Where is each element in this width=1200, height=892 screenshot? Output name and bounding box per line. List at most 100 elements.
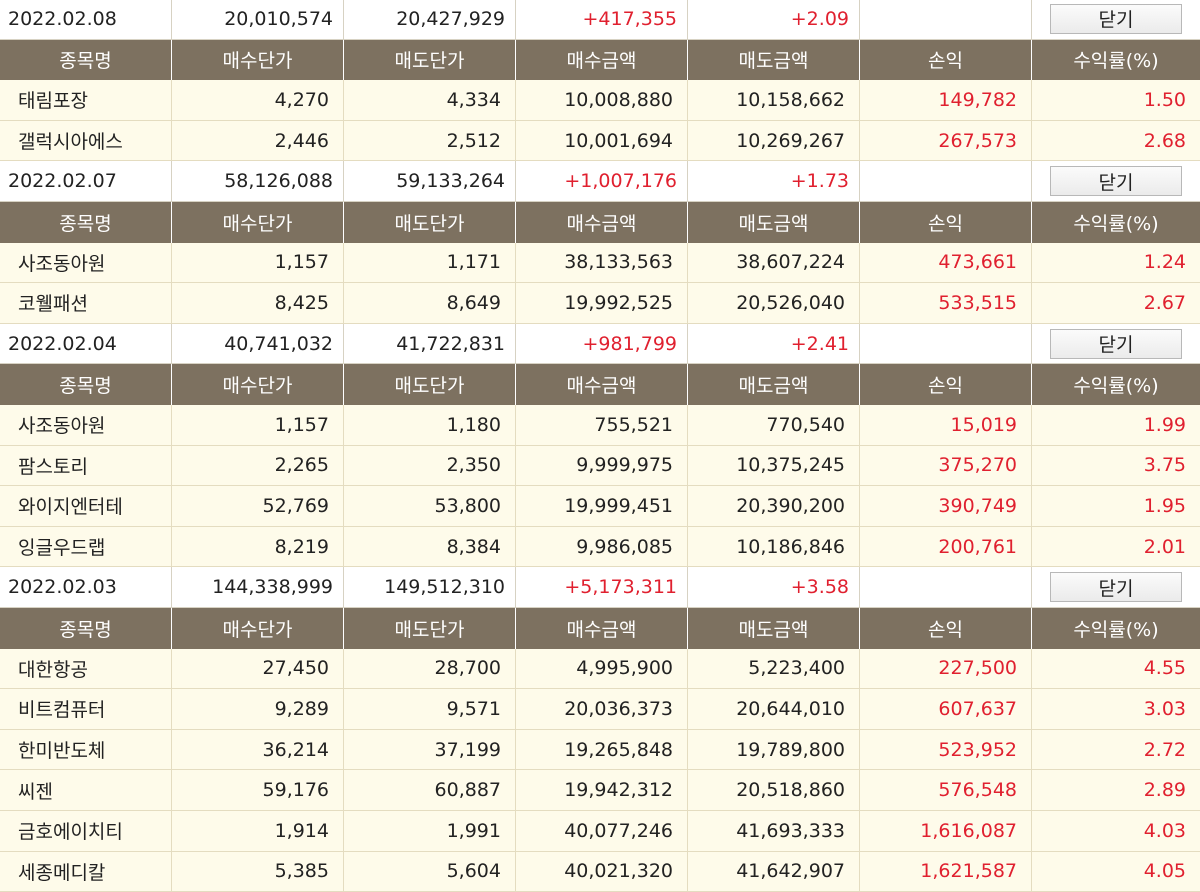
summary-sell-total: 20,427,929 xyxy=(344,0,516,39)
summary-date: 2022.02.04 xyxy=(0,323,172,364)
header-stock-name: 종목명 xyxy=(0,39,172,81)
return-rate: 3.03 xyxy=(1143,697,1186,720)
buy-price: 1,914 xyxy=(172,811,344,851)
header-sell-amount: 매도금액 xyxy=(688,202,860,243)
buy-price: 4,270 xyxy=(172,80,344,120)
stock-name[interactable]: 팜스토리 xyxy=(0,445,172,486)
buy-price: 52,769 xyxy=(172,486,344,526)
buy-amount: 10,008,880 xyxy=(516,80,688,120)
summary-profit: +981,799 xyxy=(516,323,688,364)
sell-amount: 41,693,333 xyxy=(688,811,860,851)
date-summary-row: 2022.02.07 58,126,088 59,133,264 +1,007,176… xyxy=(0,161,1200,202)
buy-amount: 20,036,373 xyxy=(516,689,688,729)
profit: 533,515 xyxy=(860,283,1032,323)
table-row: 세종메디칼 5,385 5,604 40,021,320 41,642,907 1,621… xyxy=(0,851,1200,892)
sell-price: 37,199 xyxy=(344,729,516,770)
header-buy-amount: 매수금액 xyxy=(516,364,688,405)
stock-name[interactable]: 금호에이치티 xyxy=(0,811,172,851)
header-buy-amount: 매수금액 xyxy=(516,608,688,649)
buy-amount: 755,521 xyxy=(516,405,688,445)
sell-amount: 20,518,860 xyxy=(688,770,860,810)
profit: 375,270 xyxy=(860,445,1032,486)
close-button[interactable]: 닫기 xyxy=(1050,3,1182,34)
close-button[interactable]: 닫기 xyxy=(1050,166,1182,197)
table-row: 금호에이치티 1,914 1,991 40,077,246 41,693,333 1,61… xyxy=(0,811,1200,852)
buy-price: 8,425 xyxy=(172,283,344,323)
profit: 607,637 xyxy=(860,689,1032,729)
table-row: 대한항공 27,450 28,700 4,995,900 5,223,400 227,50… xyxy=(0,648,1200,690)
header-buy-price: 매수단가 xyxy=(172,39,344,81)
table-row: 비트컴퓨터 9,289 9,571 20,036,373 20,644,010 607,6… xyxy=(0,689,1200,730)
header-profit: 손익 xyxy=(860,364,1032,405)
profit: 200,761 xyxy=(860,526,1032,567)
sell-price: 9,571 xyxy=(344,689,516,729)
header-stock-name: 종목명 xyxy=(0,608,172,649)
summary-sell-total: 59,133,264 xyxy=(344,161,516,201)
sell-price: 4,334 xyxy=(344,80,516,120)
summary-rate: +2.41 xyxy=(688,323,860,364)
summary-rate: +1.73 xyxy=(688,161,860,201)
return-rate: 1.99 xyxy=(1143,413,1186,436)
buy-amount: 19,942,312 xyxy=(516,770,688,810)
stock-name[interactable]: 세종메디칼 xyxy=(0,851,172,892)
buy-price: 1,157 xyxy=(172,242,344,283)
return-rate: 2.67 xyxy=(1143,291,1186,314)
summary-empty-cell xyxy=(860,323,1032,364)
sell-price: 8,649 xyxy=(344,283,516,323)
sell-price: 1,171 xyxy=(344,242,516,283)
sell-amount: 38,607,224 xyxy=(688,242,860,283)
close-button[interactable]: 닫기 xyxy=(1050,328,1182,359)
return-rate: 4.03 xyxy=(1143,819,1186,842)
summary-rate: +2.09 xyxy=(688,0,860,39)
return-rate: 1.50 xyxy=(1143,88,1186,111)
stock-name[interactable]: 한미반도체 xyxy=(0,729,172,770)
summary-button-cell: 닫기 xyxy=(1032,324,1200,364)
header-sell-price: 매도단가 xyxy=(344,608,516,649)
profit: 473,661 xyxy=(860,242,1032,283)
summary-profit: +5,173,311 xyxy=(516,567,688,607)
table-row: 코웰패션 8,425 8,649 19,992,525 20,526,040 533,51… xyxy=(0,283,1200,324)
sell-price: 5,604 xyxy=(344,851,516,892)
sell-amount: 20,390,200 xyxy=(688,486,860,526)
profit: 1,621,587 xyxy=(860,851,1032,892)
stock-name[interactable]: 잉글우드랩 xyxy=(0,526,172,567)
header-sell-price: 매도단가 xyxy=(344,202,516,243)
stock-name[interactable]: 코웰패션 xyxy=(0,283,172,323)
stock-name[interactable]: 사조동아원 xyxy=(0,405,172,445)
sell-price: 2,512 xyxy=(344,120,516,161)
sell-price: 1,180 xyxy=(344,405,516,445)
table-row: 사조동아원 1,157 1,180 755,521 770,540 15,019 1.99 xyxy=(0,405,1200,446)
profit: 267,573 xyxy=(860,120,1032,161)
sell-price: 53,800 xyxy=(344,486,516,526)
stock-name[interactable]: 비트컴퓨터 xyxy=(0,689,172,729)
header-profit: 손익 xyxy=(860,39,1032,81)
summary-sell-total: 149,512,310 xyxy=(344,567,516,607)
stock-name[interactable]: 사조동아원 xyxy=(0,242,172,283)
return-rate: 1.95 xyxy=(1143,494,1186,517)
stock-name[interactable]: 와이지엔터테 xyxy=(0,486,172,526)
sell-amount: 10,186,846 xyxy=(688,526,860,567)
summary-date: 2022.02.07 xyxy=(0,161,172,201)
close-button[interactable]: 닫기 xyxy=(1050,572,1182,603)
header-sell-amount: 매도금액 xyxy=(688,39,860,81)
header-buy-price: 매수단가 xyxy=(172,608,344,649)
stock-name[interactable]: 씨젠 xyxy=(0,770,172,810)
buy-amount: 9,999,975 xyxy=(516,445,688,486)
header-buy-price: 매수단가 xyxy=(172,202,344,243)
table-row: 태림포장 4,270 4,334 10,008,880 10,158,662 149,78… xyxy=(0,80,1200,121)
summary-date: 2022.02.03 xyxy=(0,567,172,607)
header-return-rate: 수익률(%) xyxy=(1073,375,1159,398)
stock-name[interactable]: 태림포장 xyxy=(0,80,172,120)
stock-name[interactable]: 갤럭시아에스 xyxy=(0,120,172,161)
summary-button-cell: 닫기 xyxy=(1032,161,1200,201)
summary-profit: +1,007,176 xyxy=(516,161,688,201)
return-rate: 4.05 xyxy=(1143,860,1186,883)
buy-amount: 40,077,246 xyxy=(516,811,688,851)
profit: 149,782 xyxy=(860,80,1032,120)
profit: 1,616,087 xyxy=(860,811,1032,851)
date-summary-row: 2022.02.03 144,338,999 149,512,310 +5,173,3… xyxy=(0,567,1200,608)
stock-name[interactable]: 대한항공 xyxy=(0,648,172,689)
buy-amount: 40,021,320 xyxy=(516,851,688,892)
buy-price: 5,385 xyxy=(172,851,344,892)
